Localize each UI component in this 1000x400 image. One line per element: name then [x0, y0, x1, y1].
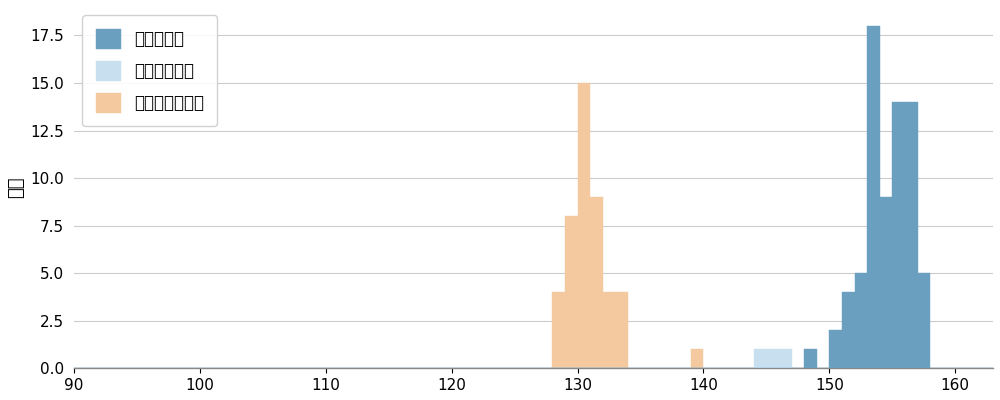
- Bar: [552, 292, 565, 368]
- Bar: [829, 330, 842, 368]
- Bar: [590, 197, 603, 368]
- Bar: [578, 83, 590, 368]
- Bar: [892, 102, 905, 368]
- Bar: [691, 349, 703, 368]
- Bar: [855, 273, 867, 368]
- Bar: [779, 349, 792, 368]
- Bar: [615, 292, 628, 368]
- Bar: [918, 273, 930, 368]
- Bar: [754, 349, 766, 368]
- Bar: [867, 26, 880, 368]
- Bar: [905, 102, 918, 368]
- Bar: [766, 349, 779, 368]
- Bar: [565, 216, 578, 368]
- Y-axis label: 球数: 球数: [7, 177, 25, 198]
- Legend: ストレート, カットボール, チェンジアップ: ストレート, カットボール, チェンジアップ: [82, 15, 217, 126]
- Bar: [842, 292, 855, 368]
- Bar: [880, 197, 892, 368]
- Bar: [804, 349, 817, 368]
- Bar: [603, 292, 615, 368]
